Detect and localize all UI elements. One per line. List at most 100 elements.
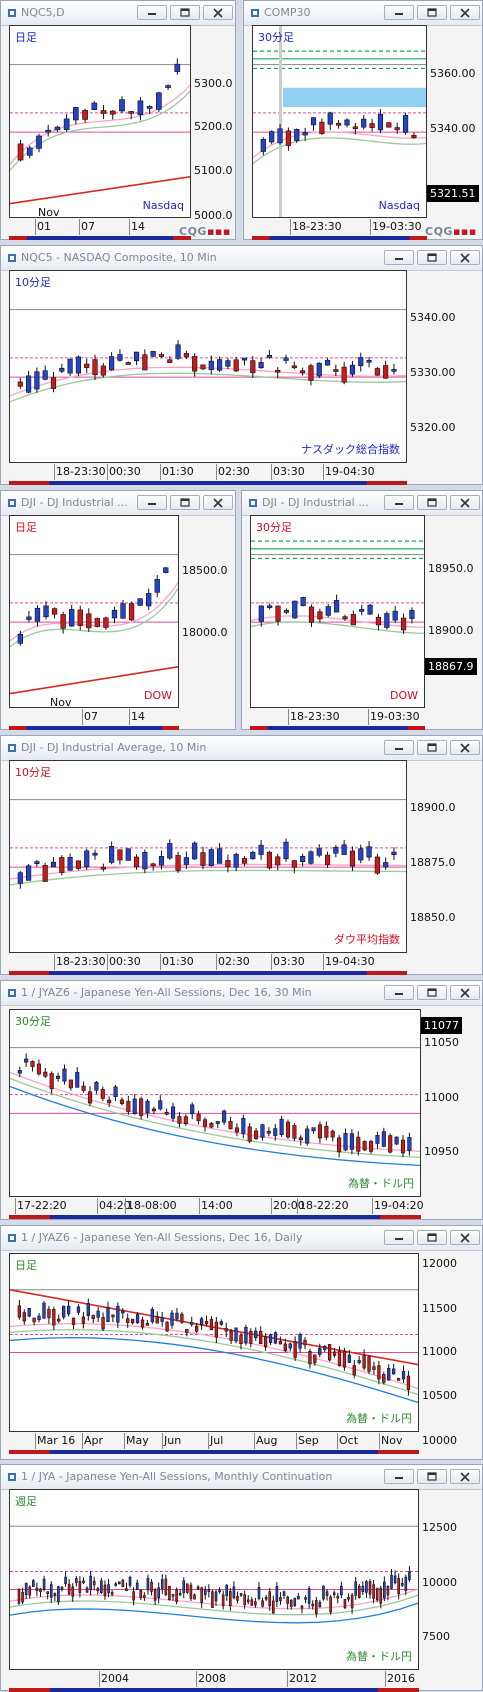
restore-button[interactable] [417,740,447,755]
chart-window[interactable]: COMP30 30分足 Nasdaq 5360.00 5340.00 5321.51 18-… [243,0,483,240]
restore-button[interactable] [417,985,447,1000]
candlestick [368,1141,374,1152]
candlestick [125,848,131,861]
restore-button[interactable] [417,250,447,265]
window-icon [248,498,258,508]
minimize-button[interactable] [384,1230,414,1245]
time-scroll-bar[interactable] [9,481,407,485]
candlestick [190,1322,194,1325]
minimize-button[interactable] [384,5,414,20]
candlestick [267,605,273,609]
window-title-bar[interactable]: 1 / JYA - Japanese Yen-All Sessions, Mon… [1,1465,482,1490]
close-button[interactable] [450,740,480,755]
time-scroll-bar[interactable] [9,1215,421,1219]
candlestick [45,129,52,133]
candlestick [277,128,283,144]
chart-window[interactable]: 1 / JYAZ6 - Japanese Yen-All Sessions, D… [0,1225,483,1460]
close-button[interactable] [450,1469,480,1484]
minimize-button[interactable] [137,495,167,510]
minimize-button[interactable] [384,985,414,1000]
candlestick [94,618,101,627]
window-title-bar[interactable]: DJI - DJ Industrial Average, 10 Min [1,736,482,761]
chart-window[interactable]: 1 / JYA - Japanese Yen-All Sessions, Mon… [0,1464,483,1692]
close-button[interactable] [450,495,480,510]
candlestick [62,1068,67,1082]
candlestick [391,851,397,856]
chart-plot-area[interactable]: 30分足 Nasdaq [252,25,427,218]
restore-button[interactable] [170,5,200,20]
minimize-button[interactable] [384,250,414,265]
restore-button[interactable] [417,495,447,510]
minimize-button[interactable] [384,495,414,510]
candlestick [324,1125,329,1138]
chart-plot-area[interactable]: 日足 Nasdaq Nov [9,25,191,218]
time-scroll-bar[interactable] [9,971,407,975]
chart-window[interactable]: NQC5 - NASDAQ Composite, 10 Min 10分足 ナスダック… [0,245,483,485]
close-button[interactable] [203,495,233,510]
restore-button[interactable] [170,495,200,510]
close-button[interactable] [203,5,233,20]
chart-window[interactable]: DJI - DJ Industrial Average, 10 Min 10分足ダ… [0,735,483,975]
candlestick [347,1354,351,1363]
candlestick [75,356,81,374]
candlestick [30,1061,35,1067]
candlestick [86,613,92,629]
close-button[interactable] [450,985,480,1000]
window-title-bar[interactable]: NQC5 - NASDAQ Composite, 10 Min [1,246,482,271]
candlestick [110,1592,114,1595]
y-axis-tick-label: 10950 [424,1145,459,1158]
time-scroll-bar[interactable] [252,236,427,240]
candlestick [142,354,148,371]
candlestick [300,597,306,607]
close-button[interactable] [450,250,480,265]
chart-plot-area[interactable]: 日足 為替・ドル円 [9,1253,419,1432]
candlestick [113,1086,118,1097]
chart-plot-area[interactable]: 30分足 為替・ドル円 [9,1009,421,1197]
minimize-icon [395,258,403,260]
x-axis-tick-label: 19-03:30 [372,220,422,233]
minimize-button[interactable] [137,5,167,20]
candlestick [217,359,223,371]
candlestick [56,1075,61,1079]
minimize-button[interactable] [384,740,414,755]
candlestick [393,1575,397,1584]
minimize-button[interactable] [384,1469,414,1484]
time-scroll-bar[interactable] [9,1450,419,1454]
minimize-icon [395,13,403,15]
candlestick [357,1360,361,1364]
window-title-bar[interactable]: NQC5,D [1,1,235,26]
chart-window[interactable]: DJI - DJ Industrial ... 日足 DOW Nov 18500.0 18… [0,490,236,730]
window-title-bar[interactable]: DJI - DJ Industrial ... [242,491,482,516]
chart-plot-area[interactable]: 日足 DOW Nov [9,515,179,708]
time-scroll-bar[interactable] [250,726,425,730]
close-button[interactable] [450,5,480,20]
restore-button[interactable] [417,5,447,20]
chart-window[interactable]: DJI - DJ Industrial ... 30分足 DOW 18950.0 189… [241,490,483,730]
restore-button[interactable] [417,1230,447,1245]
candlestick [154,579,160,593]
chart-window[interactable]: 1 / JYAZ6 - Japanese Yen-All Sessions, D… [0,980,483,1220]
time-scroll-bar[interactable] [9,726,179,730]
candlestick [367,1356,371,1372]
candlestick [26,865,32,881]
time-scroll-bar[interactable] [9,236,191,240]
window-title-bar[interactable]: COMP30 [244,1,482,26]
time-scroll-bar[interactable] [9,1688,419,1692]
candlestick [52,1308,56,1326]
candlestick [132,1591,135,1601]
restore-icon [427,8,437,17]
window-title-bar[interactable]: 1 / JYAZ6 - Japanese Yen-All Sessions, D… [1,981,482,1006]
restore-button[interactable] [417,1469,447,1484]
chart-window[interactable]: NQC5,D 日足 Nasdaq Nov 5300.0 5200.0 5100.0 5000.… [0,0,236,240]
candlestick [190,1104,195,1115]
window-title-bar[interactable]: 1 / JYAZ6 - Japanese Yen-All Sessions, D… [1,1226,482,1251]
chart-plot-area[interactable]: 30分足 DOW [250,515,425,708]
candlestick [75,1072,80,1088]
close-button[interactable] [450,1230,480,1245]
candlestick [84,363,90,369]
chart-plot-area[interactable]: 10分足 ダウ平均指数 [9,760,407,953]
chart-plot-area[interactable]: 週足 為替・ドル円 [9,1489,419,1670]
chart-plot-area[interactable]: 10分足 ナスダック総合指数 [9,270,407,463]
window-title-bar[interactable]: DJI - DJ Industrial ... [1,491,235,516]
candlestick [109,846,115,863]
